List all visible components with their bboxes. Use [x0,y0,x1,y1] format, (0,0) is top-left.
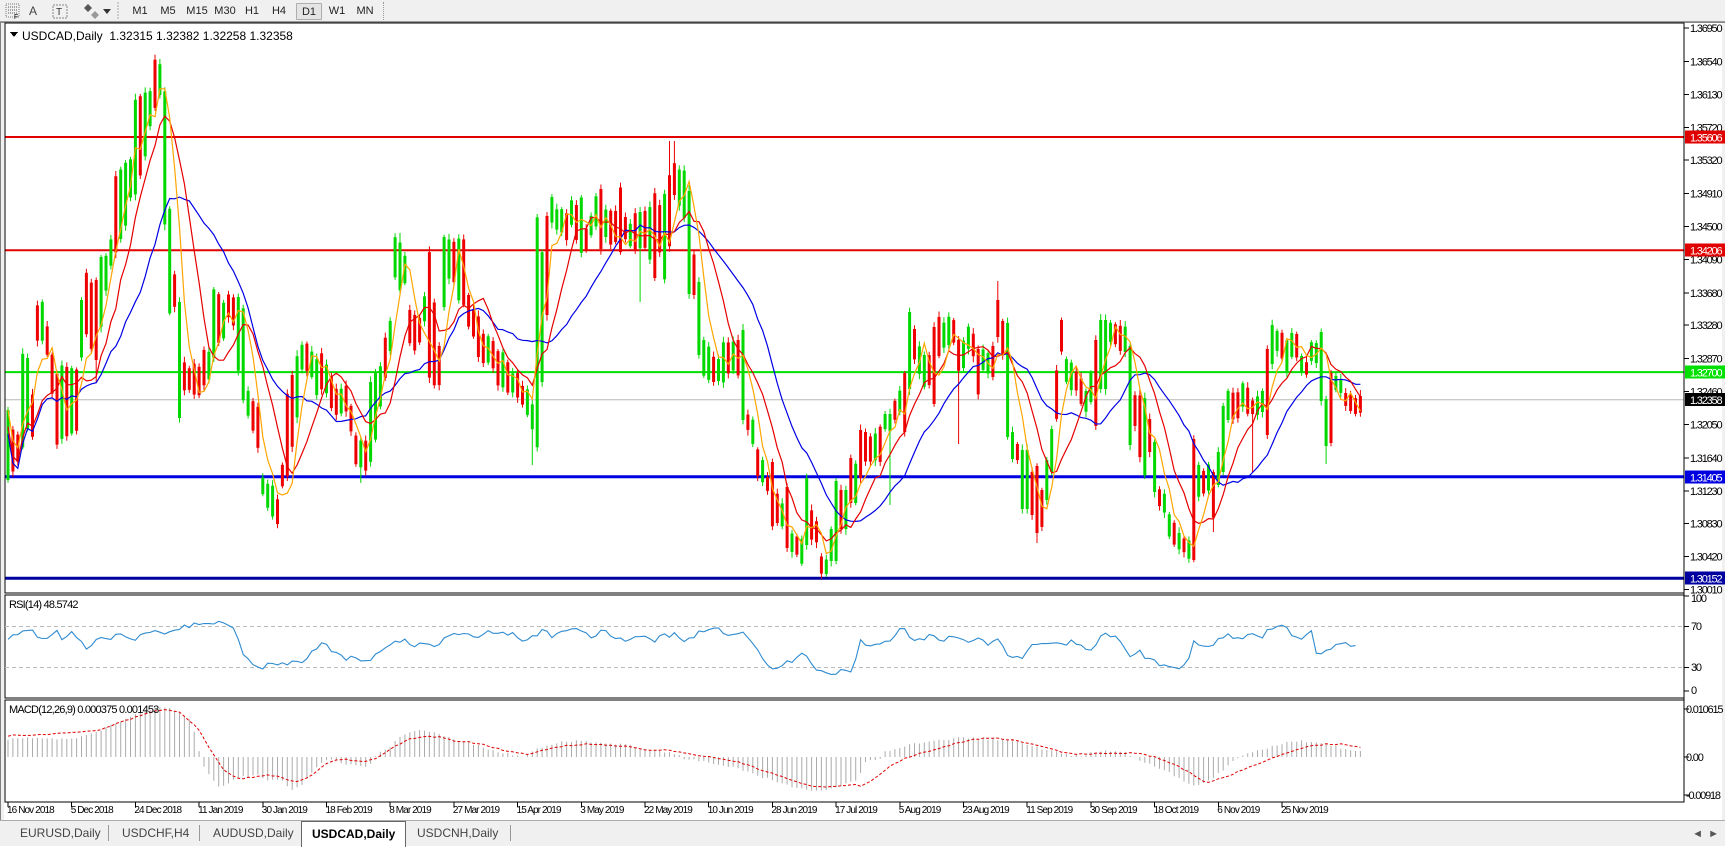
svg-text:1.32050: 1.32050 [1690,420,1722,432]
svg-text:30: 30 [1691,662,1702,674]
svg-text:1.31405: 1.31405 [1690,472,1722,484]
svg-text:1.31640: 1.31640 [1690,453,1722,465]
svg-text:MACD(12,26,9) 0.000375 0.00145: MACD(12,26,9) 0.000375 0.001453 [9,704,159,716]
svg-text:1.33680: 1.33680 [1690,288,1722,300]
svg-text:22 May 2019: 22 May 2019 [644,805,693,816]
svg-text:25 Nov 2019: 25 Nov 2019 [1281,805,1329,816]
svg-text:1.32358: 1.32358 [1690,395,1722,407]
svg-text:A: A [29,4,37,18]
svg-text:30 Jan 2019: 30 Jan 2019 [262,805,308,816]
svg-text:1.33280: 1.33280 [1690,320,1722,332]
svg-text:23 Aug 2019: 23 Aug 2019 [963,805,1011,816]
svg-text:17 Jul 2019: 17 Jul 2019 [835,805,878,816]
svg-text:0.010615: 0.010615 [1686,704,1723,716]
svg-text:5 Aug 2019: 5 Aug 2019 [899,805,942,816]
svg-text:1.34910: 1.34910 [1690,188,1722,200]
svg-text:1.30010: 1.30010 [1690,585,1722,597]
svg-text:1.34500: 1.34500 [1690,221,1722,233]
svg-text:28 Jun 2019: 28 Jun 2019 [771,805,817,816]
svg-text:10 Jun 2019: 10 Jun 2019 [708,805,754,816]
svg-text:15 Apr 2019: 15 Apr 2019 [517,805,562,816]
svg-text:RSI(14) 48.5742: RSI(14) 48.5742 [9,599,78,611]
svg-text:18 Oct 2019: 18 Oct 2019 [1154,805,1200,816]
svg-text:1.34090: 1.34090 [1690,255,1722,267]
svg-text:16 Nov 2018: 16 Nov 2018 [7,805,55,816]
svg-text:USDCAD,Daily 1.32315 1.32382: USDCAD,Daily 1.32315 1.32382 1.32258 1.3… [22,29,293,43]
svg-text:1.30420: 1.30420 [1690,552,1722,564]
svg-text:1.31230: 1.31230 [1690,486,1722,498]
svg-text:5 Dec 2018: 5 Dec 2018 [71,805,114,816]
svg-text:1.32700: 1.32700 [1690,368,1722,380]
svg-text:0.00: 0.00 [1686,752,1704,764]
svg-text:11 Sep 2019: 11 Sep 2019 [1026,805,1073,816]
svg-text:1.30830: 1.30830 [1690,518,1722,530]
svg-text:24 Dec 2018: 24 Dec 2018 [134,805,182,816]
svg-text:1.36950: 1.36950 [1690,23,1722,35]
svg-text:18 Feb 2019: 18 Feb 2019 [326,805,374,816]
svg-text:1.35320: 1.35320 [1690,155,1722,167]
svg-text:6 Nov 2019: 6 Nov 2019 [1217,805,1260,816]
svg-text:-0.00918: -0.00918 [1686,790,1721,802]
svg-text:100: 100 [1691,593,1707,605]
svg-text:8 Mar 2019: 8 Mar 2019 [389,805,432,816]
svg-text:3 May 2019: 3 May 2019 [580,805,625,816]
svg-text:0: 0 [1691,685,1697,697]
svg-text:1.30152: 1.30152 [1690,574,1722,586]
svg-text:30 Sep 2019: 30 Sep 2019 [1090,805,1138,816]
svg-text:1.34206: 1.34206 [1690,246,1722,258]
svg-text:1.36540: 1.36540 [1690,56,1722,68]
svg-text:T: T [56,7,62,18]
svg-text:1.36130: 1.36130 [1690,90,1722,102]
svg-text:1.35606: 1.35606 [1690,133,1722,145]
svg-text:70: 70 [1691,621,1702,633]
svg-text:F: F [14,14,18,21]
svg-text:27 Mar 2019: 27 Mar 2019 [453,805,501,816]
svg-text:1.32870: 1.32870 [1690,353,1722,365]
svg-text:11 Jan 2019: 11 Jan 2019 [198,805,244,816]
